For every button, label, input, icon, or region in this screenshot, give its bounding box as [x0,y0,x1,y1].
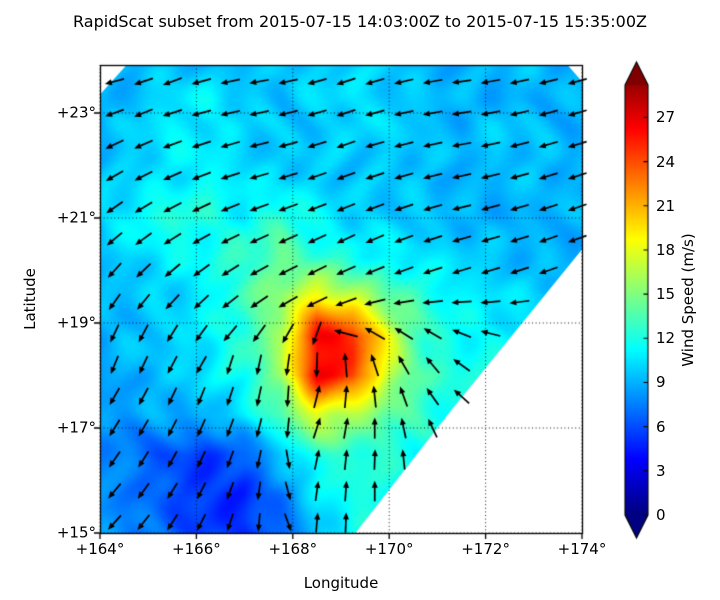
colorbar-tick-label: 15 [656,285,676,304]
y-tick-label: +19° [56,313,96,332]
colorbar-tick-label: 18 [656,240,676,259]
y-tick-label: +15° [56,523,96,542]
x-tick-label: +166° [172,540,221,558]
x-axis-label: Longitude [303,574,379,592]
colorbar-tick-label: 27 [656,108,676,127]
colorbar-tick-label: 3 [656,461,666,480]
x-tick-label: +164° [75,540,125,558]
colorbar-tick-label: 24 [656,152,676,171]
y-tick-label: +21° [56,208,96,227]
x-tick-label: +172° [461,540,510,558]
colorbar-tick-label: 9 [656,373,666,392]
y-tick-label: +17° [56,418,96,437]
colorbar-tick-label: 12 [656,329,676,348]
y-tick-label: +23° [56,103,96,122]
chart-title: RapidScat subset from 2015-07-15 14:03:0… [73,12,647,31]
colorbar-tick-label: 0 [656,506,666,524]
colorbar-tick-label: 21 [656,196,676,215]
colorbar-label: Wind Speed (m/s) [679,233,697,367]
x-tick-label: +168° [268,540,318,558]
y-axis-label: Latitude [21,268,39,330]
x-tick-label: +174° [557,540,607,558]
x-tick-label: +170° [364,540,414,558]
colorbar-tick-label: 6 [656,417,666,436]
